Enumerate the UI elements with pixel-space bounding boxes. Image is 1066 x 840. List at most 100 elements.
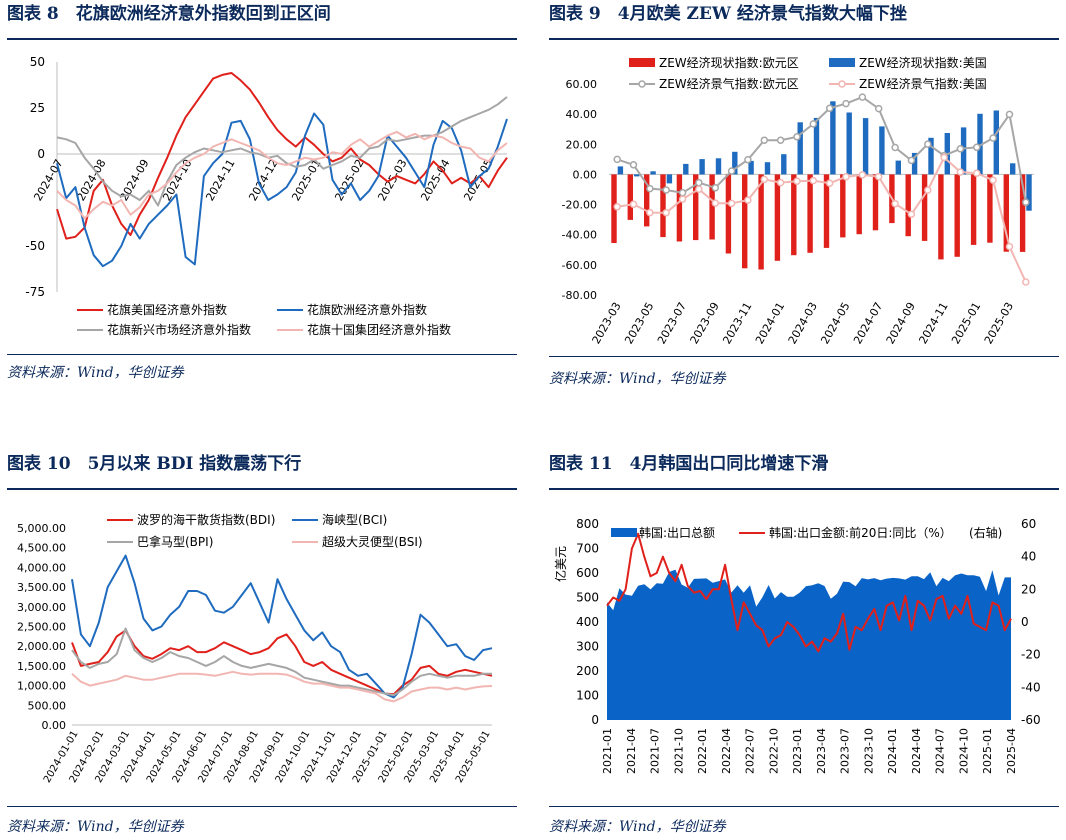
chart-zew: 60.00 40.00 20.00 0.00 -20.00 -40.00 -60.00 -80… (562, 55, 1034, 346)
y-tick-label: 1,500.00 (17, 660, 66, 673)
bar-eurozone-current (905, 174, 911, 237)
series-marker (629, 161, 638, 169)
x-tick-label: 2023-05 (622, 300, 656, 346)
series-marker (924, 186, 932, 194)
series-marker (956, 145, 965, 153)
series-marker (695, 178, 703, 187)
series-marker (776, 178, 785, 187)
x-tick-label: 2022-04 (720, 728, 733, 774)
source-divider (7, 806, 517, 807)
x-tick-label: 2021-07 (649, 728, 662, 774)
x-tick-label: 2024-03 (786, 300, 820, 346)
y-tick-label: 5,000.00 (17, 522, 66, 535)
y2-tick-label: 20 (1021, 582, 1036, 596)
source-note: 资料来源：Wind，华创证券 (7, 365, 184, 381)
y-tick-label: 2,500.00 (17, 621, 66, 634)
panel-title: 图表 10 5月以来 BDI 指数震荡下行 (7, 454, 302, 474)
legend-label: ZEW经济景气指数:欧元区 (659, 76, 799, 91)
y-tick-label: -60.00 (562, 259, 597, 272)
y-tick-label: 100 (576, 689, 599, 703)
series-marker (973, 169, 981, 177)
y-tick-label: -80.00 (562, 289, 597, 302)
title-divider (7, 38, 517, 40)
bar-eurozone-current (807, 174, 813, 253)
series-marker (760, 136, 769, 144)
x-tick-label: 2024-11 (916, 300, 950, 346)
series-marker (891, 143, 899, 152)
y-tick-label: 4,000.00 (17, 561, 66, 574)
legend-label: 韩国:出口总额 (639, 525, 715, 540)
x-tick-label: 2022-01 (696, 728, 709, 774)
x-tick-label: 2024-04 (910, 728, 923, 774)
bar-eurozone-current (693, 174, 699, 241)
bar-us-current (977, 113, 983, 175)
bar-us-current (862, 118, 869, 175)
y-axis-label: 亿美元 (553, 546, 568, 582)
series-marker (825, 179, 834, 187)
series-marker (956, 168, 965, 176)
panel-title: 图表 9 4月欧美 ZEW 经济景气指数大幅下挫 (549, 4, 907, 24)
bar-us-current (993, 110, 999, 175)
series-marker (1022, 198, 1030, 207)
series-marker (924, 140, 932, 148)
bar-eurozone-current (938, 174, 944, 260)
legend-swatch (829, 58, 855, 67)
x-tick-label: 2024-10 (957, 728, 970, 774)
y-tick-label: 0 (591, 713, 599, 727)
series-marker (874, 172, 883, 181)
y-tick-label: 0 (37, 147, 45, 161)
series-marker (907, 156, 916, 165)
legend-label: ZEW经济现状指数:欧元区 (659, 55, 799, 70)
x-tick-label: 2022-07 (744, 728, 757, 774)
panel-bdi: 图表 10 5月以来 BDI 指数震荡下行 5,000.00 4,500.00 4,… (7, 450, 517, 840)
series-marker (678, 195, 687, 203)
source-divider (549, 356, 1059, 357)
y-tick-label: 300 (576, 640, 599, 654)
series-marker (842, 173, 850, 181)
bar-us-current (699, 159, 705, 175)
series-marker (760, 175, 769, 184)
y-tick-label: 500 (576, 591, 599, 605)
y-tick-label: 800 (576, 517, 599, 531)
panel-zew: 图表 9 4月欧美 ZEW 经济景气指数大幅下挫 60.00 40.00 20.00… (549, 0, 1059, 400)
source-divider (7, 354, 517, 355)
y-tick-label: 25 (30, 101, 45, 115)
bar-us-current (797, 122, 803, 175)
y-tick-label: 0.00 (573, 168, 598, 181)
chart-bdi: 5,000.00 4,500.00 4,000.00 3,500.00 3,000.00… (17, 512, 493, 785)
y-tick-label: 200 (576, 664, 599, 678)
y2-tick-label: -60 (1021, 713, 1041, 727)
series-marker (711, 199, 720, 207)
x-tick-label: 2024-01 (753, 300, 787, 346)
x-tick-label: 2023-07 (655, 300, 689, 346)
series-marker (809, 120, 818, 128)
bar-us-current (1010, 163, 1016, 175)
y-tick-label: 20.00 (566, 138, 598, 151)
y-tick-label: -20.00 (562, 199, 597, 212)
y-tick-label: 0.00 (42, 719, 67, 732)
x-tick-label: 2024-11 (203, 157, 237, 203)
x-tick-label: 2023-09 (688, 300, 722, 346)
y-tick-label: 1,000.00 (17, 680, 66, 693)
series-marker (678, 189, 687, 197)
bar-eurozone-current (987, 174, 993, 243)
bar-eurozone-current (970, 174, 977, 245)
series-marker (940, 153, 948, 162)
bar-us-current (911, 152, 918, 175)
series-marker (1022, 278, 1030, 286)
series-marker (1005, 242, 1014, 251)
bar-eurozone-current (627, 174, 633, 220)
bar-us-current (617, 166, 624, 175)
source-divider (549, 806, 1059, 807)
bar-eurozone-current (774, 174, 781, 261)
legend-label: 花旗十国集团经济意外指数 (307, 322, 451, 337)
x-tick-label: 2025-01 (949, 300, 983, 346)
legend-label: 花旗美国经济意外指数 (107, 302, 227, 317)
bar-us-current (764, 162, 771, 175)
series-marker (646, 184, 654, 193)
source-note: 资料来源：Wind，华创证券 (7, 819, 184, 835)
series-line (56, 72, 508, 240)
bar-eurozone-current (954, 174, 960, 257)
x-tick-label: 2025-01 (981, 728, 994, 774)
